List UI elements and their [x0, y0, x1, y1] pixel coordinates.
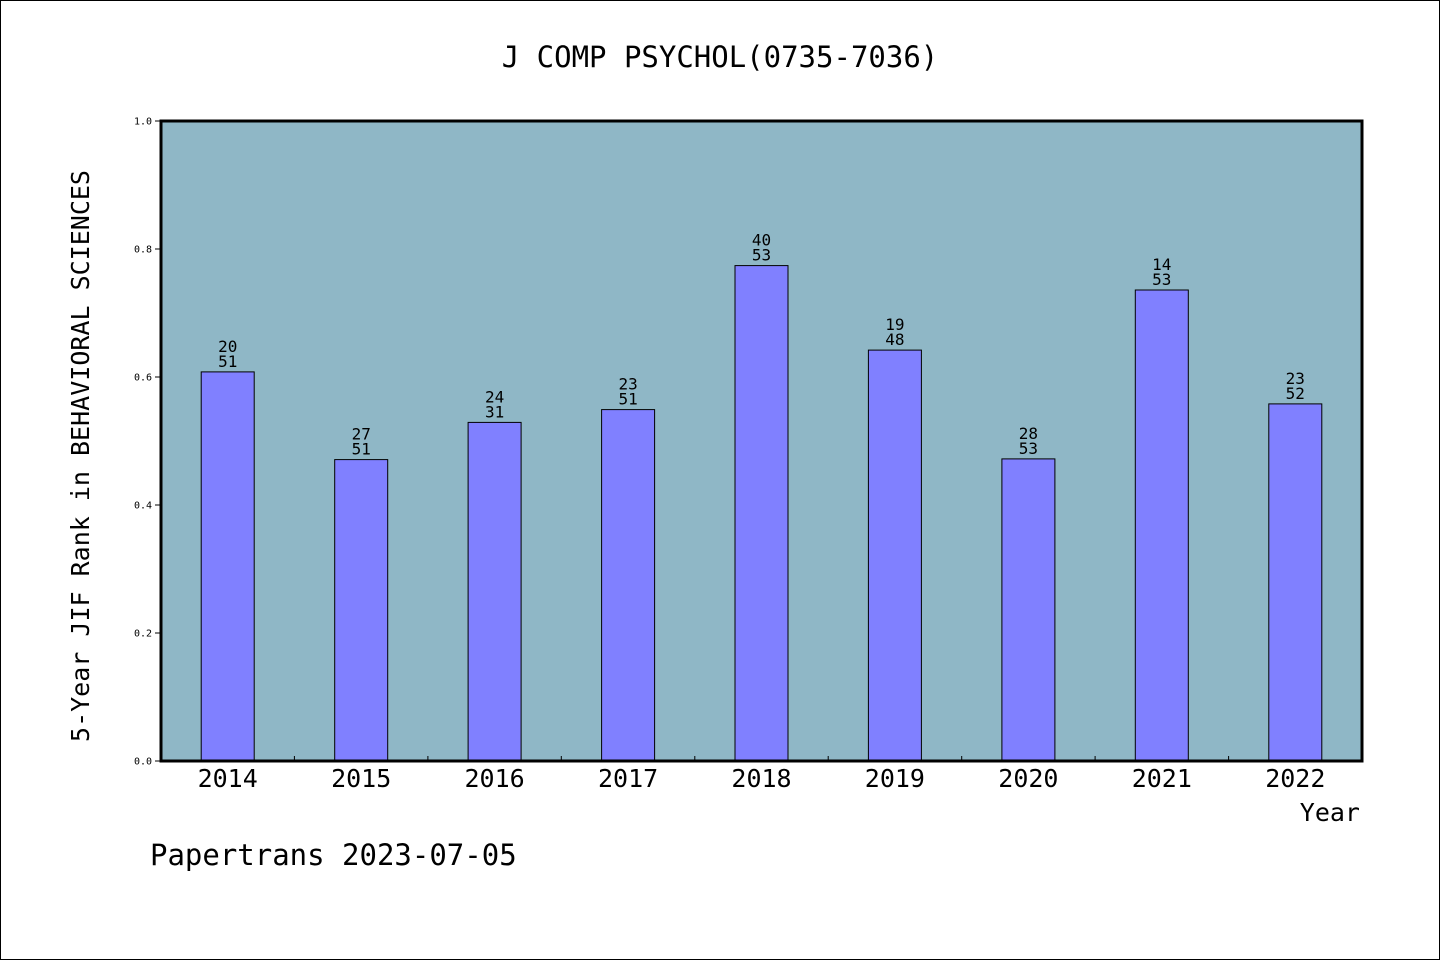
- data-label-rank: 28: [1019, 424, 1038, 443]
- y-tick-label: 0.6: [134, 373, 152, 384]
- bar-2017: [601, 409, 656, 762]
- bar-2020: [1001, 458, 1056, 762]
- bar-2019: [867, 349, 922, 762]
- bar-2022: [1268, 403, 1323, 762]
- y-tick-label: 0.8: [134, 245, 152, 256]
- x-axis-label: Year: [1300, 798, 1360, 827]
- plot-area: 2051201427512015243120162351201740532018…: [134, 117, 1364, 793]
- bar-2015: [334, 459, 389, 762]
- data-label-total: 51: [618, 390, 637, 409]
- chart-title: J COMP PSYCHOL(0735-7036): [502, 40, 939, 74]
- plot-frame: [159, 119, 1364, 763]
- bar-2016: [467, 421, 522, 762]
- data-label-total: 51: [352, 440, 371, 459]
- x-tick-label: 2019: [865, 764, 925, 793]
- x-tick-label: 2021: [1132, 764, 1192, 793]
- data-label-total: 52: [1286, 384, 1305, 403]
- data-label-rank: 24: [485, 387, 504, 406]
- x-tick-label: 2016: [464, 764, 524, 793]
- x-tick-label: 2014: [198, 764, 258, 793]
- x-tick-label: 2017: [598, 764, 658, 793]
- data-label-total: 53: [1152, 270, 1171, 289]
- bar-2021: [1134, 289, 1189, 762]
- data-label-total: 51: [218, 352, 237, 371]
- data-label-rank: 23: [1286, 369, 1305, 388]
- footer-source-date: Papertrans 2023-07-05: [150, 838, 517, 872]
- data-label-rank: 20: [218, 337, 237, 356]
- x-tick-label: 2015: [331, 764, 391, 793]
- data-label-rank: 40: [752, 231, 771, 250]
- bar-2018: [734, 265, 789, 762]
- data-label-rank: 14: [1152, 255, 1171, 274]
- x-tick-label: 2022: [1265, 764, 1325, 793]
- y-axis-label: 5-Year JIF Rank in BEHAVIORAL SCIENCES: [66, 170, 95, 742]
- y-tick-label: 0.2: [134, 629, 152, 640]
- data-label-rank: 19: [885, 315, 904, 334]
- data-label-total: 48: [885, 330, 904, 349]
- data-label-total: 53: [752, 246, 771, 265]
- data-label-total: 53: [1019, 439, 1038, 458]
- data-label-total: 31: [485, 402, 504, 421]
- data-label-rank: 27: [352, 425, 371, 444]
- bar-2014: [200, 371, 255, 762]
- x-tick-label: 2018: [731, 764, 791, 793]
- y-tick-label: 0.0: [134, 757, 152, 768]
- x-tick-label: 2020: [998, 764, 1058, 793]
- data-label-rank: 23: [618, 375, 637, 394]
- y-tick-label: 1.0: [134, 117, 152, 128]
- y-tick-label: 0.4: [134, 501, 152, 512]
